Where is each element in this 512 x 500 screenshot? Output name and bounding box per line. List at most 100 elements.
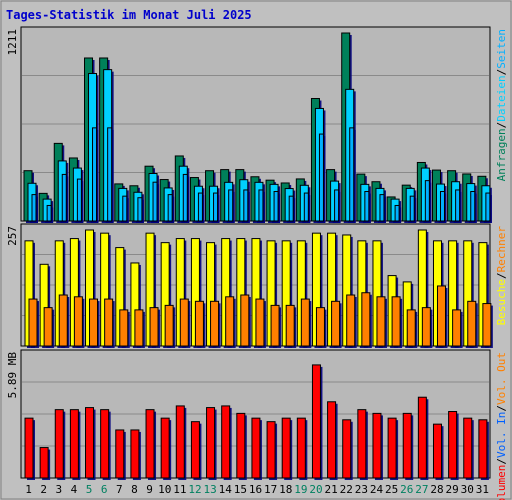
pages-bar <box>485 192 491 222</box>
hosts-bar <box>406 309 416 347</box>
pages-bar <box>364 191 370 222</box>
pages-bar <box>76 178 82 222</box>
pages-bar <box>455 189 461 222</box>
legend-entry: Vol. Out <box>495 352 508 405</box>
hosts-bar <box>43 307 53 347</box>
legend-visits: Besuche/Rechner <box>495 226 508 326</box>
hosts-bar <box>285 304 295 347</box>
pages-bar <box>122 195 128 222</box>
hosts-bar <box>104 298 114 347</box>
legend-entry: Volumen <box>495 465 508 500</box>
hosts-bar <box>134 309 144 347</box>
day-label: 11 <box>173 483 186 496</box>
pages-bar <box>379 194 385 222</box>
pages-bar <box>61 173 67 222</box>
volume-bar <box>130 429 140 479</box>
day-label: 23 <box>355 483 368 496</box>
day-label: 28 <box>430 483 443 496</box>
legend-entry: / <box>495 458 508 465</box>
chart-title: Tages-Statistik im Monat Juli 2025 <box>6 8 252 22</box>
volume-bar <box>206 407 216 479</box>
day-label: 31 <box>476 483 489 496</box>
legend-entry: / <box>495 69 508 76</box>
day-label: 13 <box>203 483 216 496</box>
volume-bar <box>402 412 412 479</box>
legend-entry: Dateien <box>495 75 508 121</box>
legend-requests: Anfragen/Dateien/Seiten <box>495 29 508 181</box>
pages-bar <box>470 191 476 222</box>
hosts-bar <box>179 298 189 347</box>
pages-bar <box>394 204 400 222</box>
legend-entry: / <box>495 272 508 279</box>
pages-bar <box>31 194 37 222</box>
volume-bar <box>190 421 200 479</box>
pages-bar <box>439 191 445 222</box>
volume-bar <box>160 417 170 479</box>
hosts-bar <box>119 309 129 347</box>
volume-bar <box>417 396 427 479</box>
hosts-bar <box>331 300 341 347</box>
day-label: 29 <box>446 483 459 496</box>
day-label: 18 <box>279 483 292 496</box>
legend-entry: Anfragen <box>495 128 508 181</box>
volume-bar <box>115 429 125 479</box>
day-label: 1 <box>25 483 32 496</box>
day-label: 30 <box>461 483 474 496</box>
hosts-bar <box>482 303 492 347</box>
pages-bar <box>197 192 203 222</box>
volume-bar <box>296 417 306 479</box>
hosts-bar <box>164 304 174 347</box>
volume-bar <box>69 409 79 479</box>
hosts-bar <box>240 294 250 347</box>
day-label: 25 <box>385 483 398 496</box>
hosts-bar <box>255 298 265 347</box>
pages-bar <box>258 189 264 222</box>
volume-bar <box>478 419 488 479</box>
y-max-label: 257 <box>6 226 19 246</box>
pages-bar <box>318 133 324 222</box>
legend-volume: Volumen/Vol. In/Vol. Out <box>495 352 508 500</box>
day-label: 20 <box>309 483 322 496</box>
volume-bar <box>54 409 64 479</box>
volume-bar <box>372 412 382 479</box>
hosts-bar <box>391 296 401 347</box>
day-label: 7 <box>116 483 123 496</box>
hosts-bar <box>361 292 371 347</box>
hosts-bar <box>346 294 356 347</box>
y-max-label: 5.89 MB <box>6 352 19 399</box>
pages-bar <box>303 192 309 222</box>
hosts-bar <box>300 298 310 347</box>
volume-bar <box>24 417 34 479</box>
pages-bar <box>273 191 279 222</box>
volume-bar <box>221 405 231 479</box>
legend-entry: / <box>495 122 508 129</box>
hosts-bar <box>376 296 386 347</box>
day-label: 4 <box>71 483 78 496</box>
day-label: 22 <box>340 483 353 496</box>
hosts-bar <box>28 298 38 347</box>
pages-bar <box>228 189 234 222</box>
pages-bar <box>152 181 158 222</box>
hosts-bar <box>210 300 220 347</box>
volume-bar <box>145 409 155 479</box>
day-label: 3 <box>56 483 63 496</box>
volume-bar <box>463 417 473 479</box>
volume-bar <box>251 417 261 479</box>
hosts-bar <box>436 285 446 347</box>
volume-bar <box>387 417 397 479</box>
hosts-bar <box>467 300 477 347</box>
volume-bar <box>266 421 276 479</box>
day-label: 26 <box>400 483 413 496</box>
hosts-bar <box>58 294 68 347</box>
y-max-label: 1211 <box>6 29 19 56</box>
day-label: 15 <box>234 483 247 496</box>
pages-bar <box>213 192 219 222</box>
volume-bar <box>175 405 185 479</box>
volume-bar <box>281 417 291 479</box>
volume-bar <box>236 412 246 479</box>
pages-bar <box>288 195 294 222</box>
hosts-bar <box>452 309 462 347</box>
